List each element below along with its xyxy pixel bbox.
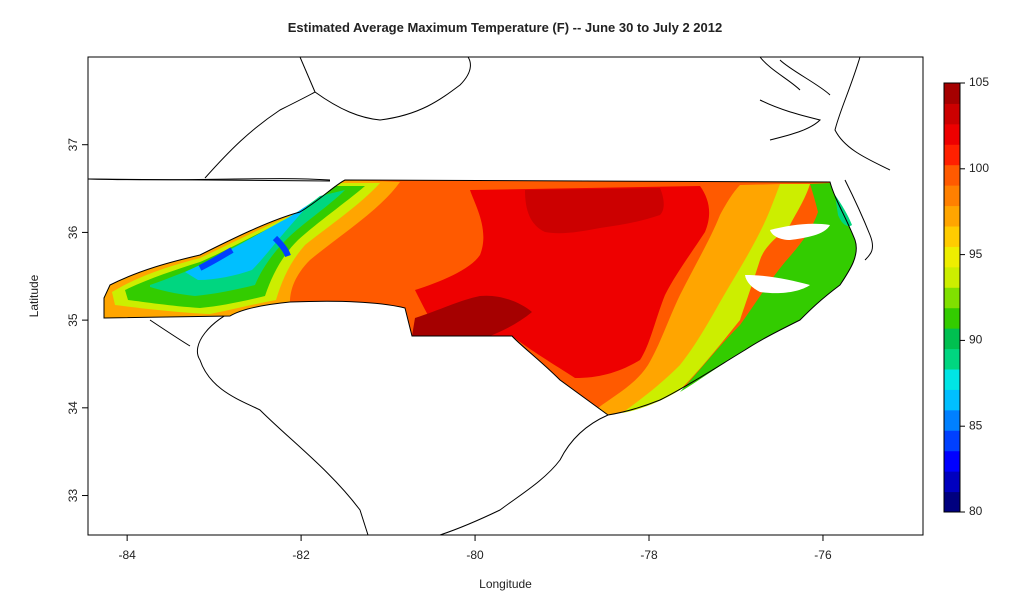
chart-title: Estimated Average Maximum Temperature (F…	[287, 20, 723, 35]
nc-sandhills-darkred	[412, 295, 532, 336]
x-tick-label: -80	[466, 548, 484, 562]
colorbar-swatch	[944, 471, 960, 493]
colorbar-swatch	[944, 164, 960, 186]
colorbar-swatch	[944, 430, 960, 452]
colorbar-swatch	[944, 409, 960, 431]
nc-coastal-yellow	[622, 184, 810, 413]
colorbar-tick-label: 85	[969, 418, 983, 432]
colorbar-swatch	[944, 246, 960, 268]
nc-coastal-teal	[835, 195, 852, 227]
nc-outline	[103, 179, 857, 416]
colorbar-swatch	[944, 266, 960, 288]
chesapeake-shore	[759, 99, 821, 141]
nc-mountains-blue	[198, 235, 291, 271]
nc-piedmont-darkred	[525, 188, 664, 234]
colorbar-swatch	[944, 185, 960, 207]
colorbar-swatch	[944, 348, 960, 370]
colorbar-swatch	[944, 103, 960, 125]
y-axis: 33 34 35 36 37	[66, 138, 89, 503]
west-virginia-border	[299, 57, 316, 93]
sc-coast	[439, 414, 609, 535]
colorbar-swatch	[944, 307, 960, 329]
delmarva-coast	[759, 57, 891, 171]
colorbar-tick-label: 80	[969, 504, 983, 518]
colorbar-swatch	[944, 389, 960, 411]
x-tick-label: -84	[118, 548, 136, 562]
kentucky-virginia-border	[204, 57, 471, 179]
colorbar-frame	[943, 82, 961, 513]
virginia-tennessee-border	[88, 178, 331, 181]
y-tick-label: 37	[66, 138, 80, 152]
colorbar-tick-label: 95	[969, 247, 983, 261]
colorbar-tick-label: 90	[969, 333, 983, 347]
colorbar-swatch	[944, 226, 960, 247]
colorbar-tick-label: 105	[969, 75, 989, 89]
georgia-border	[149, 319, 191, 347]
south-carolina-border	[196, 307, 369, 535]
colorbar-swatch	[944, 83, 960, 104]
colorbar: 80 85 90 95 100 105	[943, 75, 989, 518]
nc-temperature-field	[104, 180, 857, 415]
y-tick-label: 33	[66, 489, 80, 503]
colorbar-swatch	[944, 123, 960, 145]
nc-sound-pamlico	[745, 275, 810, 294]
x-tick-label: -76	[814, 548, 832, 562]
nc-coastal-orange	[598, 184, 780, 415]
colorbar-swatch	[944, 144, 960, 166]
x-tick-label: -78	[640, 548, 658, 562]
colorbar-swatch	[944, 287, 960, 309]
outer-banks	[844, 179, 873, 261]
map-layer	[88, 57, 891, 535]
neighbor-state-borders	[88, 57, 891, 535]
colorbar-tick-label: 100	[969, 161, 989, 175]
colorbar-swatch	[944, 491, 960, 513]
y-tick-label: 34	[66, 401, 80, 415]
x-axis: -84 -82 -80 -78 -76	[118, 534, 832, 562]
colorbar-swatch	[944, 369, 960, 390]
y-tick-label: 36	[66, 225, 80, 239]
colorbar-swatch	[944, 328, 960, 350]
colorbar-swatch	[944, 450, 960, 472]
colorbar-swatch	[944, 205, 960, 227]
nc-sound-albemarle	[770, 223, 830, 240]
y-tick-label: 35	[66, 313, 80, 327]
x-tick-label: -82	[292, 548, 310, 562]
x-axis-label: Longitude	[479, 577, 532, 591]
